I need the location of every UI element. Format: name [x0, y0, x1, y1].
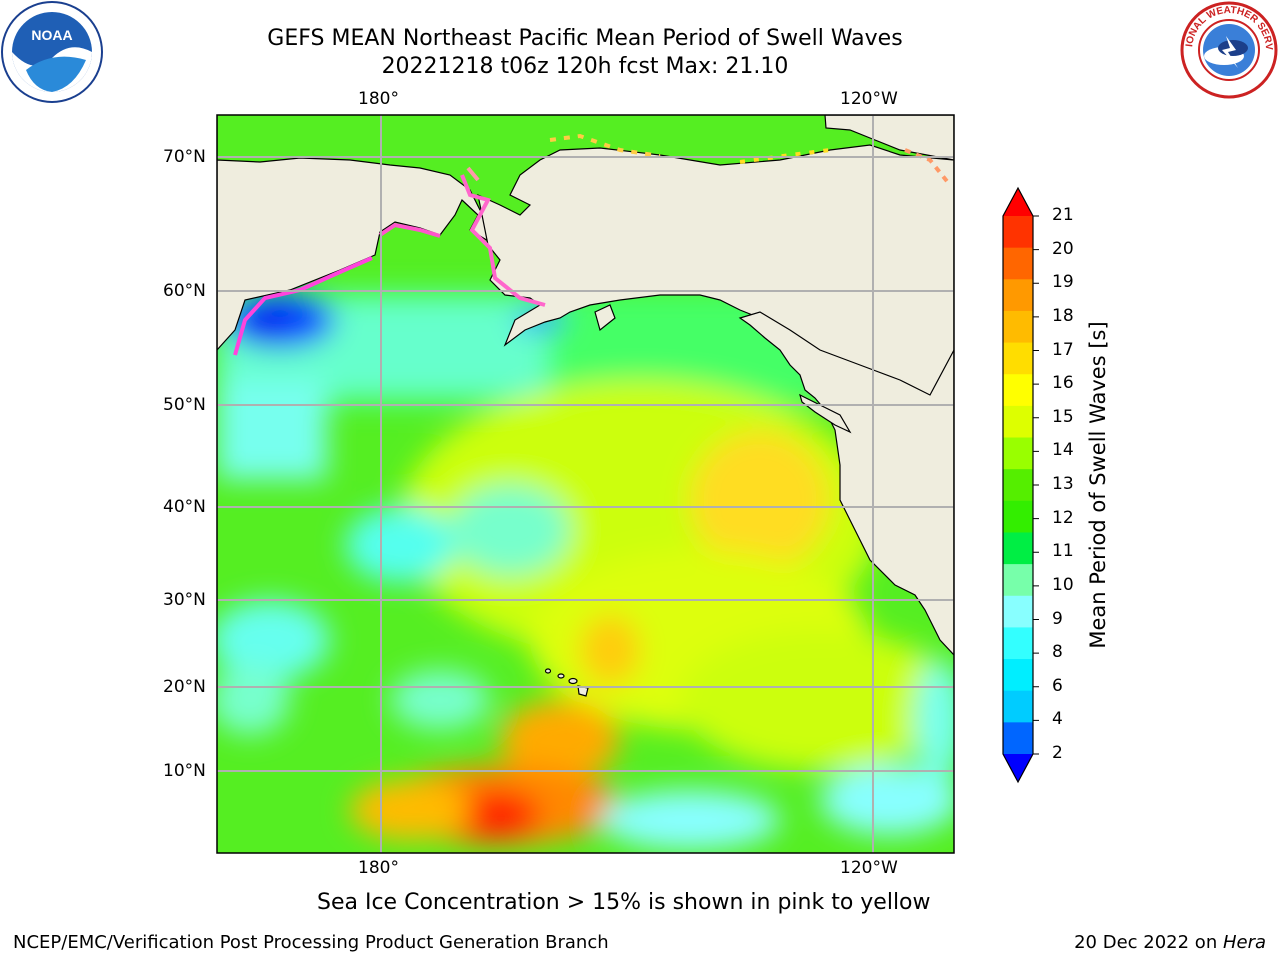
colorbar-band	[1003, 595, 1033, 628]
sea-ice-fringe	[233, 133, 952, 356]
noaa-logo-text: NOAA	[31, 27, 72, 43]
lon-tick-bottom: 120°W	[840, 858, 898, 878]
colorbar-label: Mean Period of Swell Waves [s]	[1086, 321, 1110, 649]
colorbar-band	[1003, 627, 1033, 660]
lon-tick-top: 120°W	[840, 89, 898, 109]
footer-date: 20 Dec 2022 on Hera	[1074, 932, 1266, 953]
colorbar-band	[1003, 310, 1033, 344]
colorbar-tick-label: 20	[1052, 238, 1074, 259]
colorbar-band	[1003, 532, 1033, 565]
colorbar-tick-label: 8	[1052, 642, 1063, 663]
colorbar-band	[1003, 216, 1033, 249]
colorbar-tick-label: 16	[1052, 373, 1074, 394]
map-title: GEFS MEAN Northeast Pacific Mean Period …	[267, 26, 903, 51]
colorbar-tick-label: 19	[1052, 272, 1074, 293]
map-panel	[217, 115, 954, 853]
lat-tick: 40°N	[163, 497, 206, 517]
colorbar-band	[1003, 247, 1033, 280]
footer-branch: NCEP/EMC/Verification Post Processing Pr…	[13, 932, 609, 953]
noaa-logo: NOAA	[1, 1, 103, 103]
colorbar	[1002, 186, 1039, 784]
colorbar-min-extend	[1003, 754, 1033, 782]
colorbar-tick-label: 10	[1052, 574, 1074, 595]
colorbar-band	[1003, 437, 1033, 470]
colorbar-band	[1003, 722, 1033, 755]
colorbar-max-extend	[1003, 188, 1033, 216]
lat-tick: 10°N	[163, 761, 206, 781]
lat-tick: 50°N	[163, 395, 206, 415]
colorbar-band	[1003, 374, 1033, 407]
nws-logo: NATIONAL WEATHER SERVICE	[1178, 0, 1278, 99]
colorbar-band	[1003, 405, 1033, 439]
colorbar-tick-label: 17	[1052, 339, 1074, 360]
colorbar-band	[1003, 279, 1033, 312]
colorbar-tick-label: 12	[1052, 507, 1074, 528]
colorbar-band	[1003, 659, 1033, 692]
footer-date-text: 20 Dec 2022 on	[1074, 932, 1223, 953]
colorbar-band	[1003, 469, 1033, 502]
sea-ice-note: Sea Ice Concentration > 15% is shown in …	[317, 890, 931, 915]
colorbar-band	[1003, 342, 1033, 375]
land-masses	[217, 115, 954, 656]
lat-tick: 20°N	[163, 677, 206, 697]
graticule	[217, 115, 954, 853]
lat-tick: 70°N	[163, 147, 206, 167]
map-subtitle: 20221218 t06z 120h fcst Max: 21.10	[381, 54, 789, 79]
colorbar-band	[1003, 500, 1033, 533]
colorbar-tick-label: 21	[1052, 205, 1074, 225]
lon-tick-bottom: 180°	[358, 858, 399, 878]
colorbar-tick-label: 18	[1052, 305, 1074, 326]
colorbar-tick-label: 4	[1052, 709, 1063, 730]
lat-tick: 30°N	[163, 590, 206, 610]
colorbar-tick-label: 2	[1052, 743, 1063, 763]
map-frame	[216, 114, 955, 854]
lat-tick: 60°N	[163, 281, 206, 301]
colorbar-tick-label: 14	[1052, 440, 1074, 461]
colorbar-tick-label: 13	[1052, 474, 1074, 494]
colorbar-tick-label: 11	[1052, 541, 1074, 562]
colorbar-band	[1003, 564, 1033, 597]
colorbar-tick-label: 15	[1052, 406, 1074, 427]
footer-host: Hera	[1222, 932, 1266, 953]
hawaii-islands	[544, 668, 589, 697]
colorbar-tick-label: 6	[1052, 675, 1063, 696]
lon-tick-top: 180°	[358, 89, 399, 109]
colorbar-tick-label: 9	[1052, 608, 1063, 629]
colorbar-band	[1003, 690, 1033, 723]
